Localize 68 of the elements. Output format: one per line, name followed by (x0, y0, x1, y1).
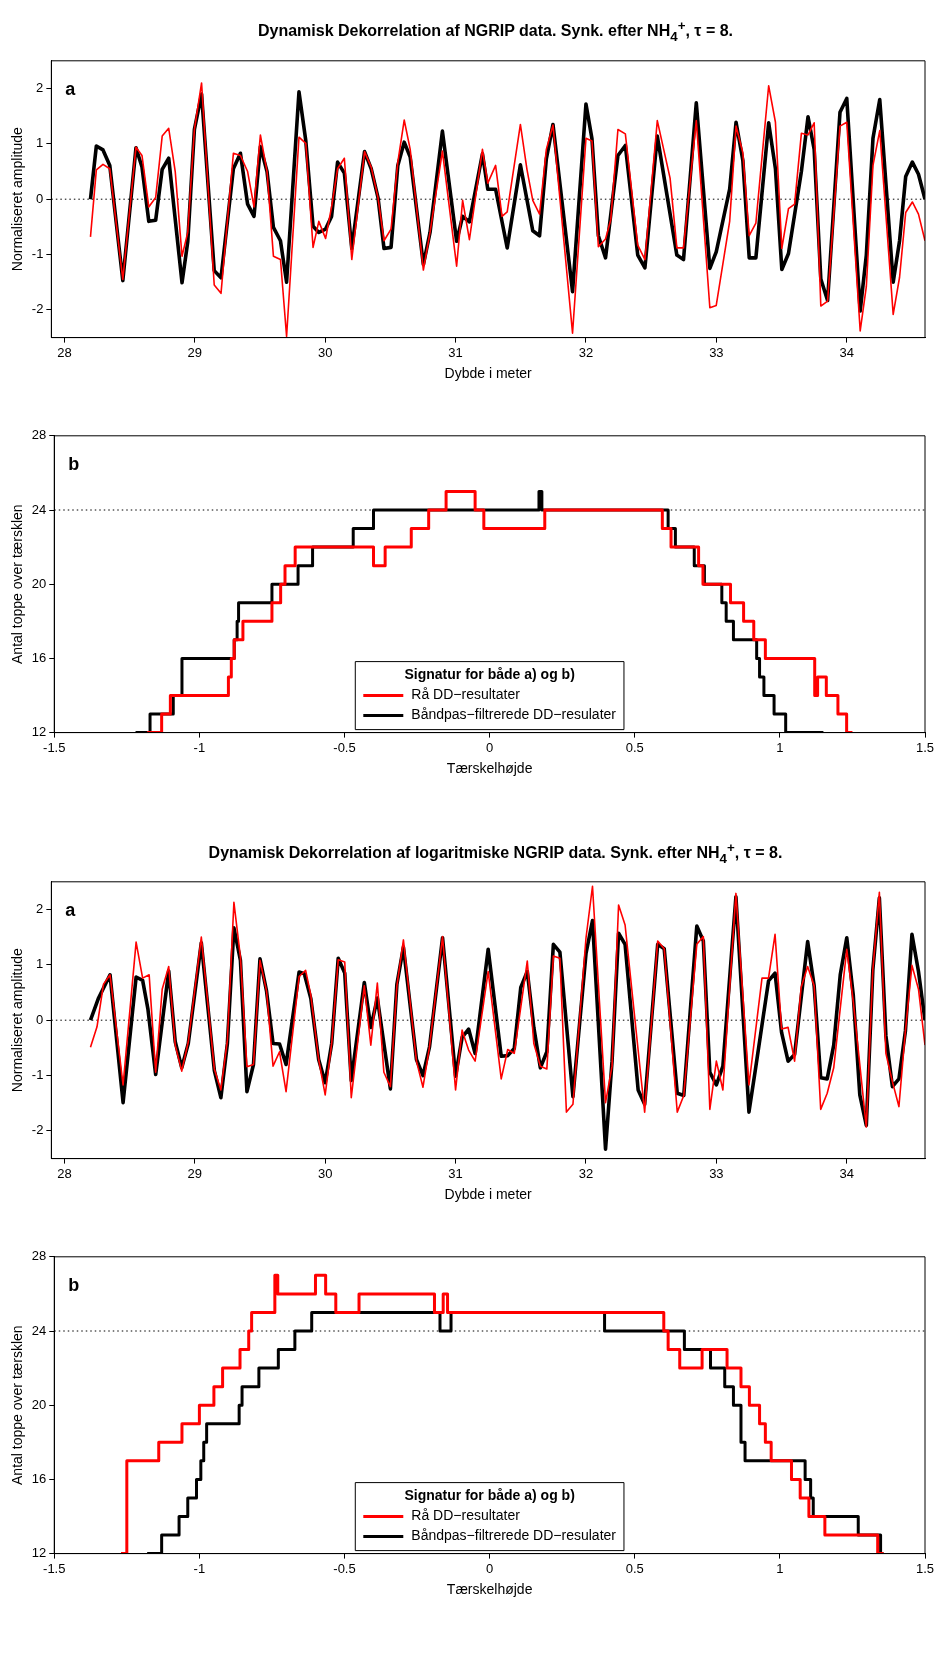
chart-title: Dynamisk Dekorrelation af logaritmiske NGRIP data. Synk. efter NH$_{4}$$^{+}$, τ = 8. (207, 838, 784, 868)
x-axis-title: Dybde i meter (444, 1186, 533, 1203)
y-tick-label: 0 (36, 190, 44, 206)
x-tick-label: -1.5 (43, 1561, 66, 1577)
y-tick-label: 28 (31, 1248, 47, 1264)
x-tick-label: 31 (448, 344, 463, 360)
x-tick-label: 30 (317, 344, 333, 360)
x-tick-label: -0.5 (333, 739, 356, 755)
x-tick-label: 28 (57, 1166, 72, 1182)
y-axis-title: Antal toppe over tærsklen (9, 1325, 26, 1485)
annotation: a (65, 899, 77, 920)
x-tick-label: 33 (709, 344, 724, 360)
y-tick-label: 24 (31, 501, 47, 517)
y-tick-label: 1 (36, 134, 44, 150)
annotation: b (68, 453, 80, 474)
legend-label: Rå DD−resultater (411, 685, 521, 702)
annotation: a (65, 78, 77, 99)
x-tick-label: 0.5 (625, 739, 644, 755)
y-tick-label: 0 (36, 1011, 44, 1027)
chart-title: Dynamisk Dekorrelation af NGRIP data. Synk. efter NH$_{4}$$^{+}$, τ = 8. (256, 17, 735, 46)
y-tick-label: -1 (31, 245, 44, 261)
x-tick-label: 0.5 (625, 1561, 644, 1577)
y-tick-label: 20 (31, 1396, 47, 1412)
y-tick-label: 20 (31, 575, 47, 591)
x-tick-label: -1 (193, 739, 206, 755)
x-axis-title: Tærskelhøjde (446, 1581, 533, 1598)
x-tick-label: 34 (839, 344, 854, 360)
y-tick-label: -1 (31, 1067, 44, 1083)
x-tick-label: 29 (187, 1166, 203, 1182)
legend-label: Båndpas−filtrerede DD−resulater (411, 705, 617, 722)
x-axis-title: Tærskelhøjde (446, 759, 533, 776)
x-tick-label: 1.5 (915, 1561, 935, 1577)
legend-label: Båndpas−filtrerede DD−resulater (411, 1527, 617, 1544)
x-tick-label: 31 (448, 1166, 463, 1182)
x-tick-label: 28 (57, 344, 72, 360)
y-tick-label: 2 (36, 79, 44, 95)
x-tick-label: -0.5 (333, 1561, 356, 1577)
x-tick-label: -1 (193, 1561, 206, 1577)
x-tick-label: 0 (486, 1561, 494, 1577)
y-tick-label: -2 (31, 1122, 44, 1138)
y-tick-label: 28 (31, 426, 47, 442)
y-tick-label: 16 (31, 1471, 47, 1487)
y-tick-label: 12 (31, 1545, 47, 1561)
x-tick-label: 1 (776, 1561, 784, 1577)
y-axis-title: Normaliseret amplitude (9, 948, 26, 1093)
x-tick-label: 29 (187, 344, 203, 360)
x-tick-label: 32 (578, 344, 594, 360)
x-tick-label: 0 (486, 739, 494, 755)
y-tick-label: 12 (31, 723, 47, 739)
y-axis-title: Normaliseret amplitude (9, 126, 26, 271)
legend-label: Rå DD−resultater (411, 1507, 521, 1524)
y-tick-label: 1 (36, 956, 44, 972)
x-tick-label: 32 (578, 1166, 594, 1182)
y-tick-label: -2 (31, 301, 44, 317)
x-tick-label: 1.5 (915, 739, 935, 755)
x-tick-label: 33 (709, 1166, 724, 1182)
legend-title: Signatur for både a) og b) (404, 665, 575, 682)
y-tick-label: 2 (36, 901, 44, 917)
x-tick-label: 1 (776, 739, 784, 755)
annotation: b (68, 1274, 80, 1295)
x-tick-label: 30 (317, 1166, 333, 1182)
x-axis-title: Dybde i meter (444, 364, 533, 381)
y-tick-label: 24 (31, 1322, 47, 1338)
x-tick-label: -1.5 (43, 739, 66, 755)
y-tick-label: 16 (31, 649, 47, 665)
legend-title: Signatur for både a) og b) (404, 1487, 575, 1504)
y-axis-title: Antal toppe over tærsklen (9, 503, 26, 664)
x-tick-label: 34 (839, 1166, 854, 1182)
